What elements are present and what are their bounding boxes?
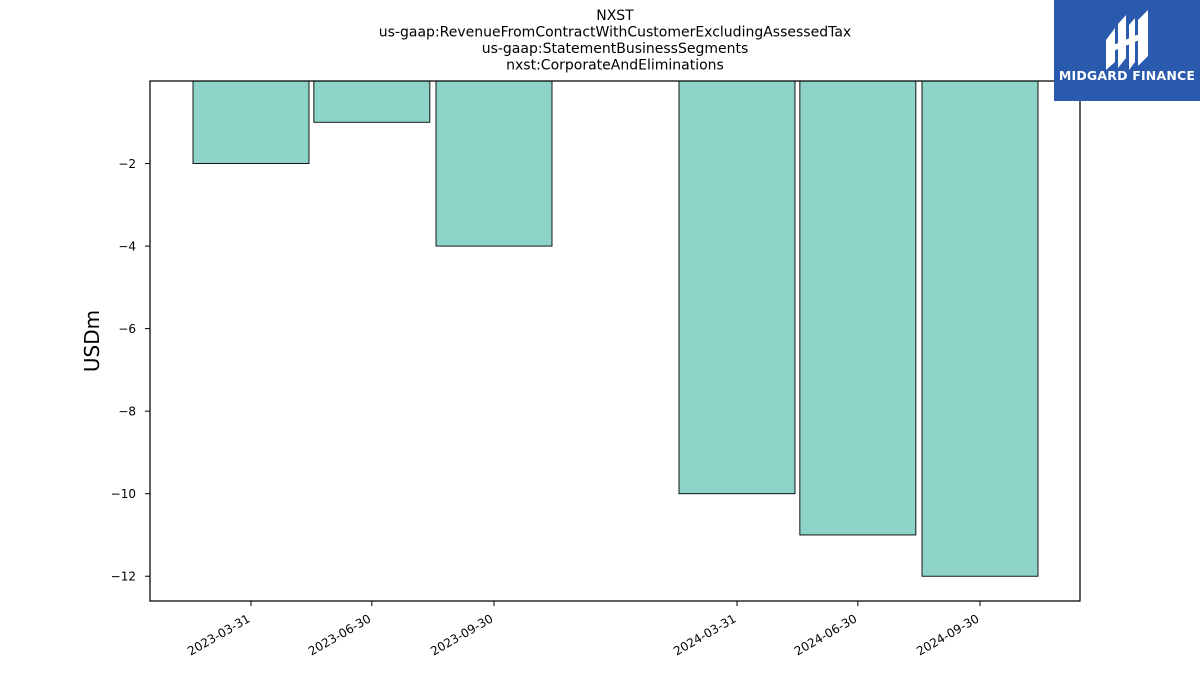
logo-text: MIDGARD FINANCE (1058, 68, 1196, 83)
y-tick-label: −4 (118, 240, 136, 254)
y-tick-label: −12 (111, 570, 136, 584)
y-tick-label: −8 (118, 405, 136, 419)
title-line-3: us-gaap:StatementBusinessSegments (482, 41, 749, 57)
bar-2024-09-30 (921, 80, 1039, 577)
x-tick-label: 2024-06-30 (792, 611, 859, 658)
bar-2024-06-30 (799, 80, 917, 536)
y-axis-label: USDm (80, 310, 104, 372)
bars-group (192, 80, 1039, 577)
bar-2023-03-31 (192, 80, 310, 164)
bar-2024-03-31 (678, 80, 796, 495)
x-tick-label: 2024-09-30 (914, 611, 981, 658)
y-tick-label: −2 (118, 157, 136, 171)
title-line-4: nxst:CorporateAndEliminations (506, 58, 724, 74)
bar-2023-06-30 (313, 80, 431, 123)
brand-logo: MIDGARD FINANCE (1054, 0, 1200, 101)
bar-2023-09-30 (435, 80, 553, 247)
x-tick-label: 2023-06-30 (306, 611, 373, 658)
y-tick-label: −10 (111, 487, 136, 501)
logo-mark-icon (1106, 10, 1148, 70)
x-tick-label: 2023-09-30 (428, 611, 495, 658)
y-tick-label: −6 (118, 322, 136, 336)
title-line-2: us-gaap:RevenueFromContractWithCustomerE… (379, 25, 851, 41)
x-axis-ticks: 2023-03-31 2023-06-30 2023-09-30 2024-03-31… (185, 601, 982, 658)
x-tick-label: 2024-03-31 (671, 611, 738, 658)
x-tick-label: 2023-03-31 (185, 611, 252, 658)
y-axis-ticks: −2 −4 −6 −8 −10 −12 (111, 157, 150, 584)
chart-title: NXST us-gaap:RevenueFromContractWithCust… (379, 8, 851, 74)
plot-frame (149, 80, 1081, 602)
title-line-1: NXST (596, 8, 634, 24)
